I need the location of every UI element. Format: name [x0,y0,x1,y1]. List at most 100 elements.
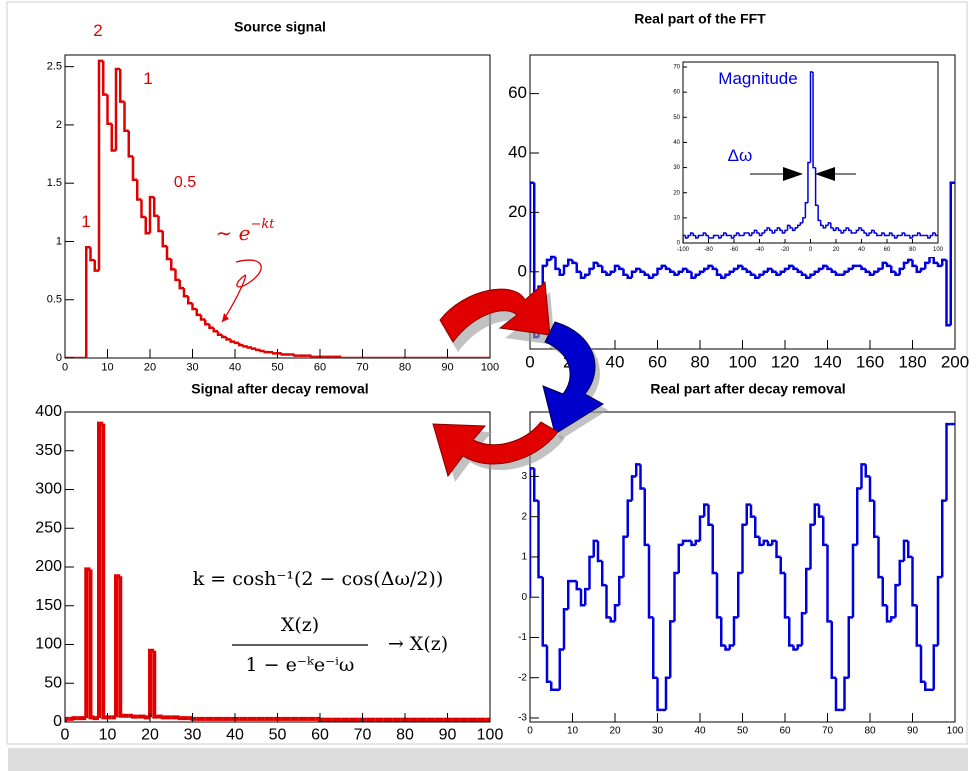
step [728,270,734,275]
y-tick-label: 2 [56,119,62,131]
annotation-text: 1 − e⁻ᵏe⁻ⁱω [246,654,355,676]
step [118,576,125,718]
step [694,539,700,545]
step [280,353,286,356]
delta-arrow-head [783,167,803,181]
step [822,264,828,269]
step [618,265,624,271]
step [813,270,819,275]
annotation: ∼ e−kt [216,217,276,245]
step [575,581,581,591]
x-tick-label: 20 [833,247,840,253]
step [812,72,816,169]
step [873,500,879,539]
step [919,232,923,237]
step [919,267,926,272]
step [190,716,197,721]
series [683,71,938,243]
step [65,716,70,722]
x-tick-label: 90 [441,362,453,374]
step [825,224,829,228]
x-tick-label: 80 [396,726,414,743]
step [924,681,930,692]
step [762,270,768,275]
step [911,259,917,268]
step [93,260,99,272]
x-tick-label: 80 [399,362,411,374]
step [814,167,819,207]
step [102,60,108,96]
annotation-text: 0.5 [174,174,196,191]
x-tick-label: 10 [567,726,579,737]
step [779,270,785,275]
x-tick-label: 40 [229,362,241,374]
x-tick-label: 70 [822,726,834,737]
step [272,352,278,355]
step [656,267,662,275]
step [851,543,858,618]
step [140,199,146,219]
step [813,503,819,525]
step [902,539,909,561]
step [233,341,240,345]
red-arrow [432,421,559,478]
step [766,540,773,547]
step [647,544,654,619]
y-tick-label: 350 [35,442,62,459]
x-tick-label: 100 [933,247,944,253]
step [796,644,802,650]
decorations [221,167,856,646]
step [165,246,172,261]
step [724,645,730,651]
step [830,222,834,229]
step [131,156,138,181]
step [622,268,628,277]
annotation-text: 2 [93,21,102,40]
chart-title: Real part after decay removal [650,381,845,397]
step [199,314,206,321]
step [890,616,896,622]
annotation: → X(z) [388,633,448,655]
y-tick-label: -2 [518,672,527,683]
annotation-text: Magnitude [718,69,797,88]
step [707,264,713,269]
step [596,540,603,563]
step [592,539,598,557]
step [715,268,722,277]
step [681,267,688,272]
step [208,324,214,329]
step [127,130,133,158]
step [781,230,785,234]
step [677,270,683,275]
step [941,258,947,266]
step [609,270,615,275]
step [698,515,705,541]
step [575,262,581,274]
step [161,230,167,248]
annotation-text: ∼ e [216,221,251,245]
step [204,319,210,326]
step [832,227,836,232]
step [936,262,943,268]
step [902,261,909,269]
x-tick-label: 0 [62,362,68,374]
step [751,232,755,236]
step [761,232,765,236]
y-tick-label: 400 [35,403,62,420]
step [753,229,757,233]
step [771,268,777,274]
x-tick-label: 100 [477,726,504,743]
step [868,271,875,277]
step [843,270,849,275]
x-tick-label: 90 [907,726,919,737]
step [775,540,781,559]
step [817,267,824,272]
y-tick-label: 3 [521,471,527,482]
step [212,327,218,333]
step [673,571,679,622]
chart-title: Signal after decay removal [191,381,368,397]
step [697,234,701,238]
step [652,617,658,679]
x-tick-label: 180 [898,352,926,371]
step [868,476,875,502]
